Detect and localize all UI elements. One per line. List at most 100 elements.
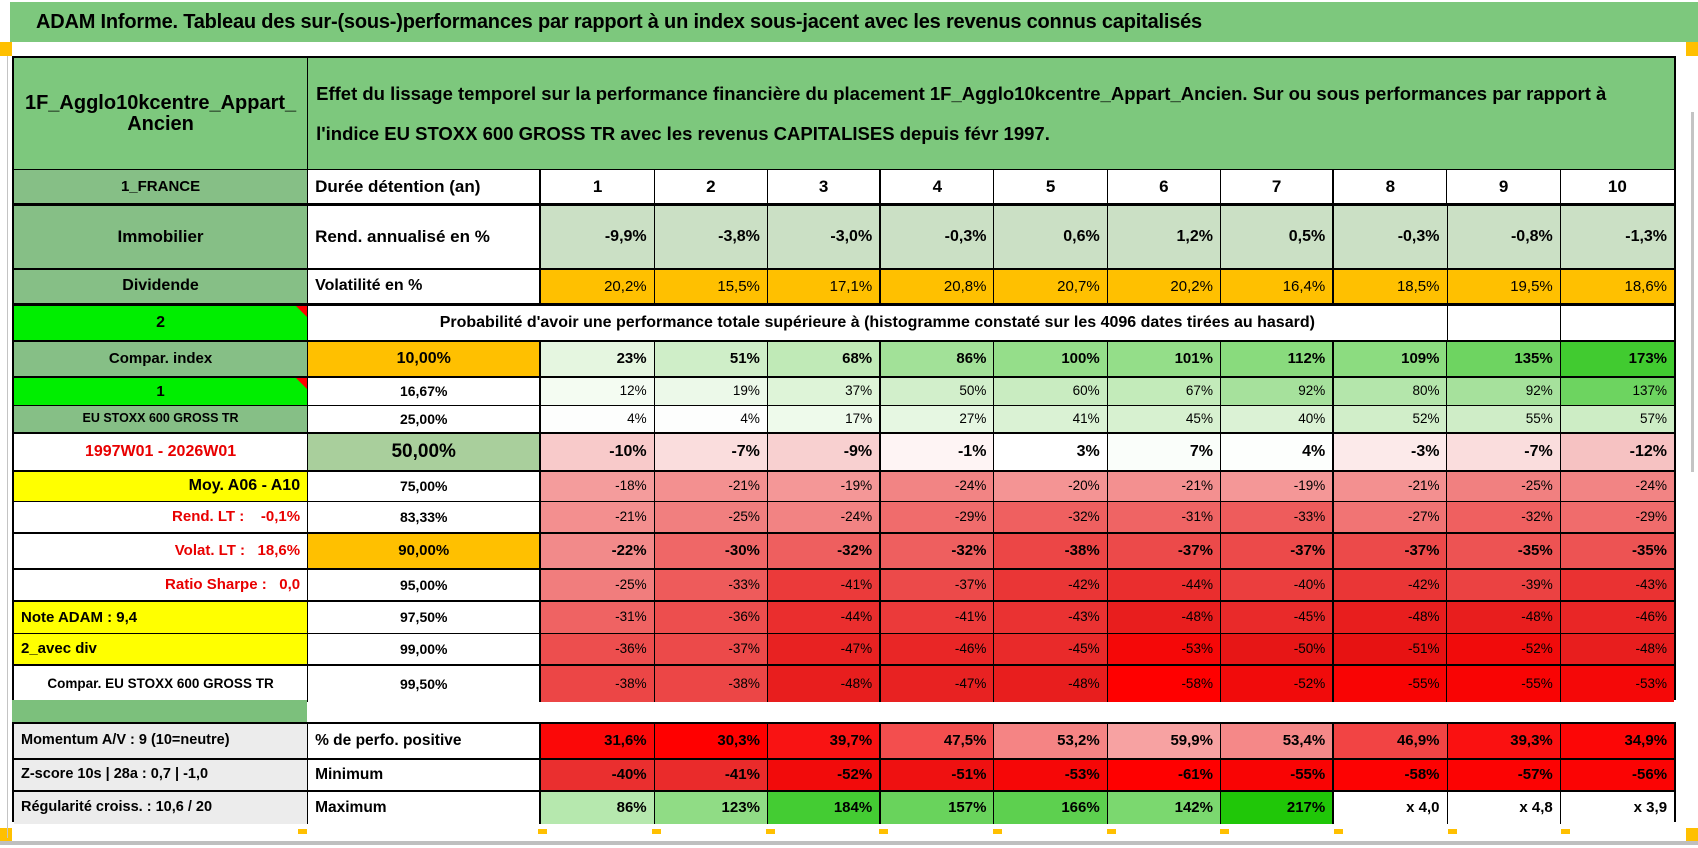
threshold-cell[interactable]: 50,00%	[308, 434, 542, 472]
data-cell-y8[interactable]: -27%	[1334, 502, 1448, 534]
data-cell-y2[interactable]: -25%	[654, 502, 768, 534]
threshold-cell[interactable]: 83,33%	[308, 502, 542, 534]
data-cell-y2[interactable]: 2	[654, 170, 768, 206]
row-label-cell[interactable]: Moy. A06 - A10	[14, 472, 309, 502]
data-cell-y8[interactable]: -42%	[1334, 570, 1448, 602]
data-cell-y9[interactable]: -52%	[1447, 634, 1561, 666]
row-label-cell[interactable]: Rend. LT : -0,1%	[14, 502, 309, 534]
data-cell-y9[interactable]: -55%	[1447, 666, 1561, 702]
data-cell-y5[interactable]: 166%	[994, 792, 1108, 824]
data-cell-y5[interactable]: -32%	[994, 502, 1108, 534]
data-cell-y1[interactable]: 86%	[541, 792, 655, 824]
threshold-cell[interactable]: 95,00%	[308, 570, 542, 602]
data-cell-y2[interactable]: -21%	[654, 472, 768, 502]
data-cell-y2[interactable]: -38%	[654, 666, 768, 702]
threshold-cell[interactable]: 99,00%	[308, 634, 542, 666]
data-cell-y3[interactable]: -3,0%	[767, 206, 882, 270]
data-cell-y2[interactable]: -36%	[654, 602, 768, 634]
data-cell-y7[interactable]: -55%	[1220, 760, 1335, 792]
row-label-cell[interactable]: 2_avec div	[14, 634, 309, 666]
data-cell-y1[interactable]: -18%	[541, 472, 655, 502]
data-cell-y9[interactable]: x 4,8	[1447, 792, 1561, 824]
data-cell-y7[interactable]: -37%	[1220, 534, 1335, 570]
row-label-cell[interactable]: Z-score 10s | 28a : 0,7 | -1,0	[14, 760, 309, 792]
data-cell-y10[interactable]: -56%	[1560, 760, 1675, 792]
data-cell-y1[interactable]: -9,9%	[541, 206, 655, 270]
data-cell-y5[interactable]: 5	[994, 170, 1108, 206]
data-cell-y6[interactable]: -48%	[1107, 602, 1221, 634]
data-cell-y10[interactable]: 173%	[1560, 342, 1675, 378]
data-cell-y7[interactable]: 7	[1220, 170, 1335, 206]
row-label-cell[interactable]: Momentum A/V : 9 (10=neutre)	[14, 724, 309, 760]
row-label-cell[interactable]: Dividende	[14, 270, 309, 306]
data-cell-y3[interactable]: -48%	[767, 666, 882, 702]
row-label-cell[interactable]: 1_FRANCE	[14, 170, 309, 206]
data-cell-y8[interactable]: -58%	[1334, 760, 1448, 792]
data-cell-y5[interactable]: -53%	[994, 760, 1108, 792]
row-label-cell[interactable]: Note ADAM : 9,4	[14, 602, 309, 634]
data-cell-y8[interactable]: -51%	[1334, 634, 1448, 666]
data-cell-y10[interactable]: 57%	[1560, 406, 1675, 434]
data-cell-y7[interactable]: 40%	[1220, 406, 1335, 434]
data-cell-y8[interactable]: -3%	[1334, 434, 1448, 472]
data-cell-y2[interactable]: 123%	[654, 792, 768, 824]
data-cell-y4[interactable]: 47,5%	[881, 724, 995, 760]
data-cell-y9[interactable]: 39,3%	[1447, 724, 1561, 760]
data-cell-y4[interactable]: -32%	[881, 534, 995, 570]
data-cell-y5[interactable]: 0,6%	[994, 206, 1108, 270]
data-cell-y9[interactable]: 135%	[1447, 342, 1561, 378]
data-cell-y9[interactable]: -35%	[1447, 534, 1561, 570]
scrollbar-thumb[interactable]	[1691, 112, 1694, 472]
data-cell-y3[interactable]: 39,7%	[767, 724, 882, 760]
row-label-cell[interactable]: 1997W01 - 2026W01	[14, 434, 309, 472]
data-cell-y4[interactable]: -37%	[881, 570, 995, 602]
data-cell-y6[interactable]: -61%	[1107, 760, 1221, 792]
row-label-cell[interactable]: 2	[14, 306, 309, 342]
data-cell-y1[interactable]: -31%	[541, 602, 655, 634]
data-cell-y4[interactable]: 157%	[881, 792, 995, 824]
data-cell-y10[interactable]: 137%	[1560, 378, 1675, 406]
data-cell-y7[interactable]: 4%	[1220, 434, 1335, 472]
data-cell-y8[interactable]: -48%	[1334, 602, 1448, 634]
data-cell-y2[interactable]: 19%	[654, 378, 768, 406]
data-cell-y4[interactable]: -46%	[881, 634, 995, 666]
row-label-cell[interactable]: Compar. EU STOXX 600 GROSS TR	[14, 666, 309, 702]
data-cell-y3[interactable]: 3	[767, 170, 882, 206]
data-cell-y6[interactable]: -37%	[1107, 534, 1221, 570]
data-cell-y8[interactable]: 46,9%	[1334, 724, 1448, 760]
data-cell-y2[interactable]: -3,8%	[654, 206, 768, 270]
data-cell-y5[interactable]: -43%	[994, 602, 1108, 634]
data-cell-y6[interactable]: -44%	[1107, 570, 1221, 602]
data-cell-y6[interactable]: 1,2%	[1107, 206, 1221, 270]
data-cell-y4[interactable]: 4	[881, 170, 995, 206]
probability-caption-cell[interactable]: Probabilité d'avoir une performance tota…	[308, 306, 1448, 342]
threshold-cell[interactable]: Maximum	[308, 792, 542, 824]
data-cell-y5[interactable]: -38%	[994, 534, 1108, 570]
data-cell-y7[interactable]: 16,4%	[1220, 270, 1335, 306]
data-cell-y3[interactable]: -47%	[767, 634, 882, 666]
data-cell-y9[interactable]: -25%	[1447, 472, 1561, 502]
header-description-cell[interactable]: Effet du lissage temporel sur la perform…	[308, 58, 1674, 170]
row-label-cell[interactable]: Ratio Sharpe : 0,0	[14, 570, 309, 602]
data-cell-y8[interactable]: 109%	[1334, 342, 1448, 378]
data-cell-y1[interactable]: 4%	[541, 406, 655, 434]
data-cell-y8[interactable]: x 4,0	[1334, 792, 1448, 824]
data-cell-y10[interactable]: 10	[1560, 170, 1674, 206]
data-cell-y8[interactable]: -0,3%	[1334, 206, 1448, 270]
data-cell-y9[interactable]: -57%	[1447, 760, 1561, 792]
threshold-cell[interactable]: 25,00%	[308, 406, 542, 434]
data-cell-y10[interactable]: 18,6%	[1560, 270, 1675, 306]
data-cell-y1[interactable]: -36%	[541, 634, 655, 666]
data-cell-y2[interactable]: 30,3%	[654, 724, 768, 760]
data-cell-y2[interactable]: -30%	[654, 534, 768, 570]
data-cell-y1[interactable]: 20,2%	[541, 270, 655, 306]
data-cell-y4[interactable]: -1%	[881, 434, 995, 472]
data-cell-y1[interactable]: -25%	[541, 570, 655, 602]
data-cell-y7[interactable]: -50%	[1220, 634, 1335, 666]
data-cell-y3[interactable]: 68%	[767, 342, 882, 378]
data-cell-y5[interactable]: 53,2%	[994, 724, 1108, 760]
data-cell-y9[interactable]: -32%	[1447, 502, 1561, 534]
data-cell-y7[interactable]: 53,4%	[1220, 724, 1335, 760]
empty-cell[interactable]	[1560, 306, 1674, 342]
row-label-cell[interactable]: 1	[14, 378, 309, 406]
